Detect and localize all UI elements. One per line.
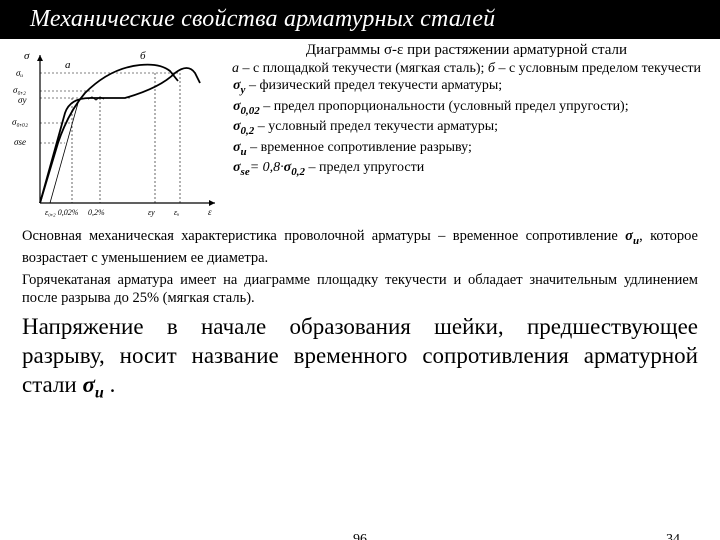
axis-sigma-label: σ — [24, 50, 30, 62]
def-sigma-02: σ0,2 – условный предел текучести арматур… — [231, 118, 702, 139]
svg-text:σ₀,₂: σ₀,₂ — [13, 85, 26, 95]
svg-text:0,2%: 0,2% — [88, 208, 105, 217]
def-sigma-002: σ0,02 – предел пропорциональности (услов… — [231, 98, 702, 119]
def-sigma-y: σy – физический предел текучести арматур… — [231, 77, 702, 98]
page-title: Механические свойства арматурных сталей — [0, 0, 720, 39]
page-number-right: 34 — [666, 532, 680, 540]
svg-text:σᵤ: σᵤ — [16, 68, 23, 78]
def-sigma-se: σse= 0,8·σ0,2 – предел упругости — [231, 159, 702, 180]
svg-text:σ₀,₀₂: σ₀,₀₂ — [12, 117, 28, 127]
paragraph-1: Основная механическая характеристика про… — [0, 223, 720, 267]
svg-text:εy: εy — [148, 208, 155, 217]
svg-text:ε₀,₂ 0,02%: ε₀,₂ 0,02% — [45, 208, 79, 217]
diagram-description: Диаграммы σ-ε при растяжении арматурной … — [225, 39, 702, 180]
stress-strain-diagram: σ a б — [10, 39, 225, 223]
main-statement: Напряжение в начале образования шейки, п… — [0, 307, 720, 403]
page-number-center: 96 — [0, 532, 720, 540]
diagram-caption: Диаграммы σ-ε при растяжении арматурной … — [231, 41, 702, 60]
curve-b-label: б — [140, 50, 146, 62]
paragraph-2: Горячекатаная арматура имеет на диаграмм… — [0, 267, 720, 307]
curve-a-label: a — [65, 59, 71, 71]
svg-text:εᵤ: εᵤ — [174, 208, 180, 217]
diagram-subcaption: а – с площадкой текучести (мягкая сталь)… — [231, 60, 702, 78]
page: Механические свойства арматурных сталей … — [0, 0, 720, 540]
svg-text:σse: σse — [14, 137, 26, 147]
def-sigma-u: σu – временное сопротивление разрыву; — [231, 139, 702, 160]
svg-text:σy: σy — [18, 95, 26, 105]
top-block: σ a б — [0, 39, 720, 223]
svg-text:ε: ε — [208, 207, 212, 217]
